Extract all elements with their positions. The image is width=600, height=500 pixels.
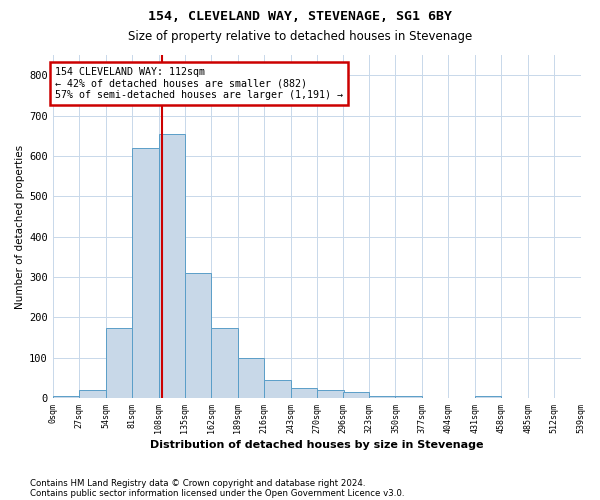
Bar <box>158 134 185 398</box>
Bar <box>395 396 422 398</box>
Bar <box>475 396 501 398</box>
Bar <box>185 273 211 398</box>
Text: 154, CLEVELAND WAY, STEVENAGE, SG1 6BY: 154, CLEVELAND WAY, STEVENAGE, SG1 6BY <box>148 10 452 23</box>
Text: Contains public sector information licensed under the Open Government Licence v3: Contains public sector information licen… <box>30 488 404 498</box>
Bar <box>211 328 238 398</box>
Text: Contains HM Land Registry data © Crown copyright and database right 2024.: Contains HM Land Registry data © Crown c… <box>30 478 365 488</box>
Bar <box>106 328 132 398</box>
Bar <box>132 148 158 398</box>
Bar <box>317 390 344 398</box>
Bar <box>238 358 264 398</box>
X-axis label: Distribution of detached houses by size in Stevenage: Distribution of detached houses by size … <box>150 440 484 450</box>
Y-axis label: Number of detached properties: Number of detached properties <box>15 144 25 308</box>
Text: Size of property relative to detached houses in Stevenage: Size of property relative to detached ho… <box>128 30 472 43</box>
Bar <box>53 396 79 398</box>
Bar <box>79 390 106 398</box>
Text: 154 CLEVELAND WAY: 112sqm
← 42% of detached houses are smaller (882)
57% of semi: 154 CLEVELAND WAY: 112sqm ← 42% of detac… <box>55 67 343 100</box>
Bar <box>369 396 395 398</box>
Bar <box>343 392 369 398</box>
Bar <box>290 388 317 398</box>
Bar <box>264 380 290 398</box>
